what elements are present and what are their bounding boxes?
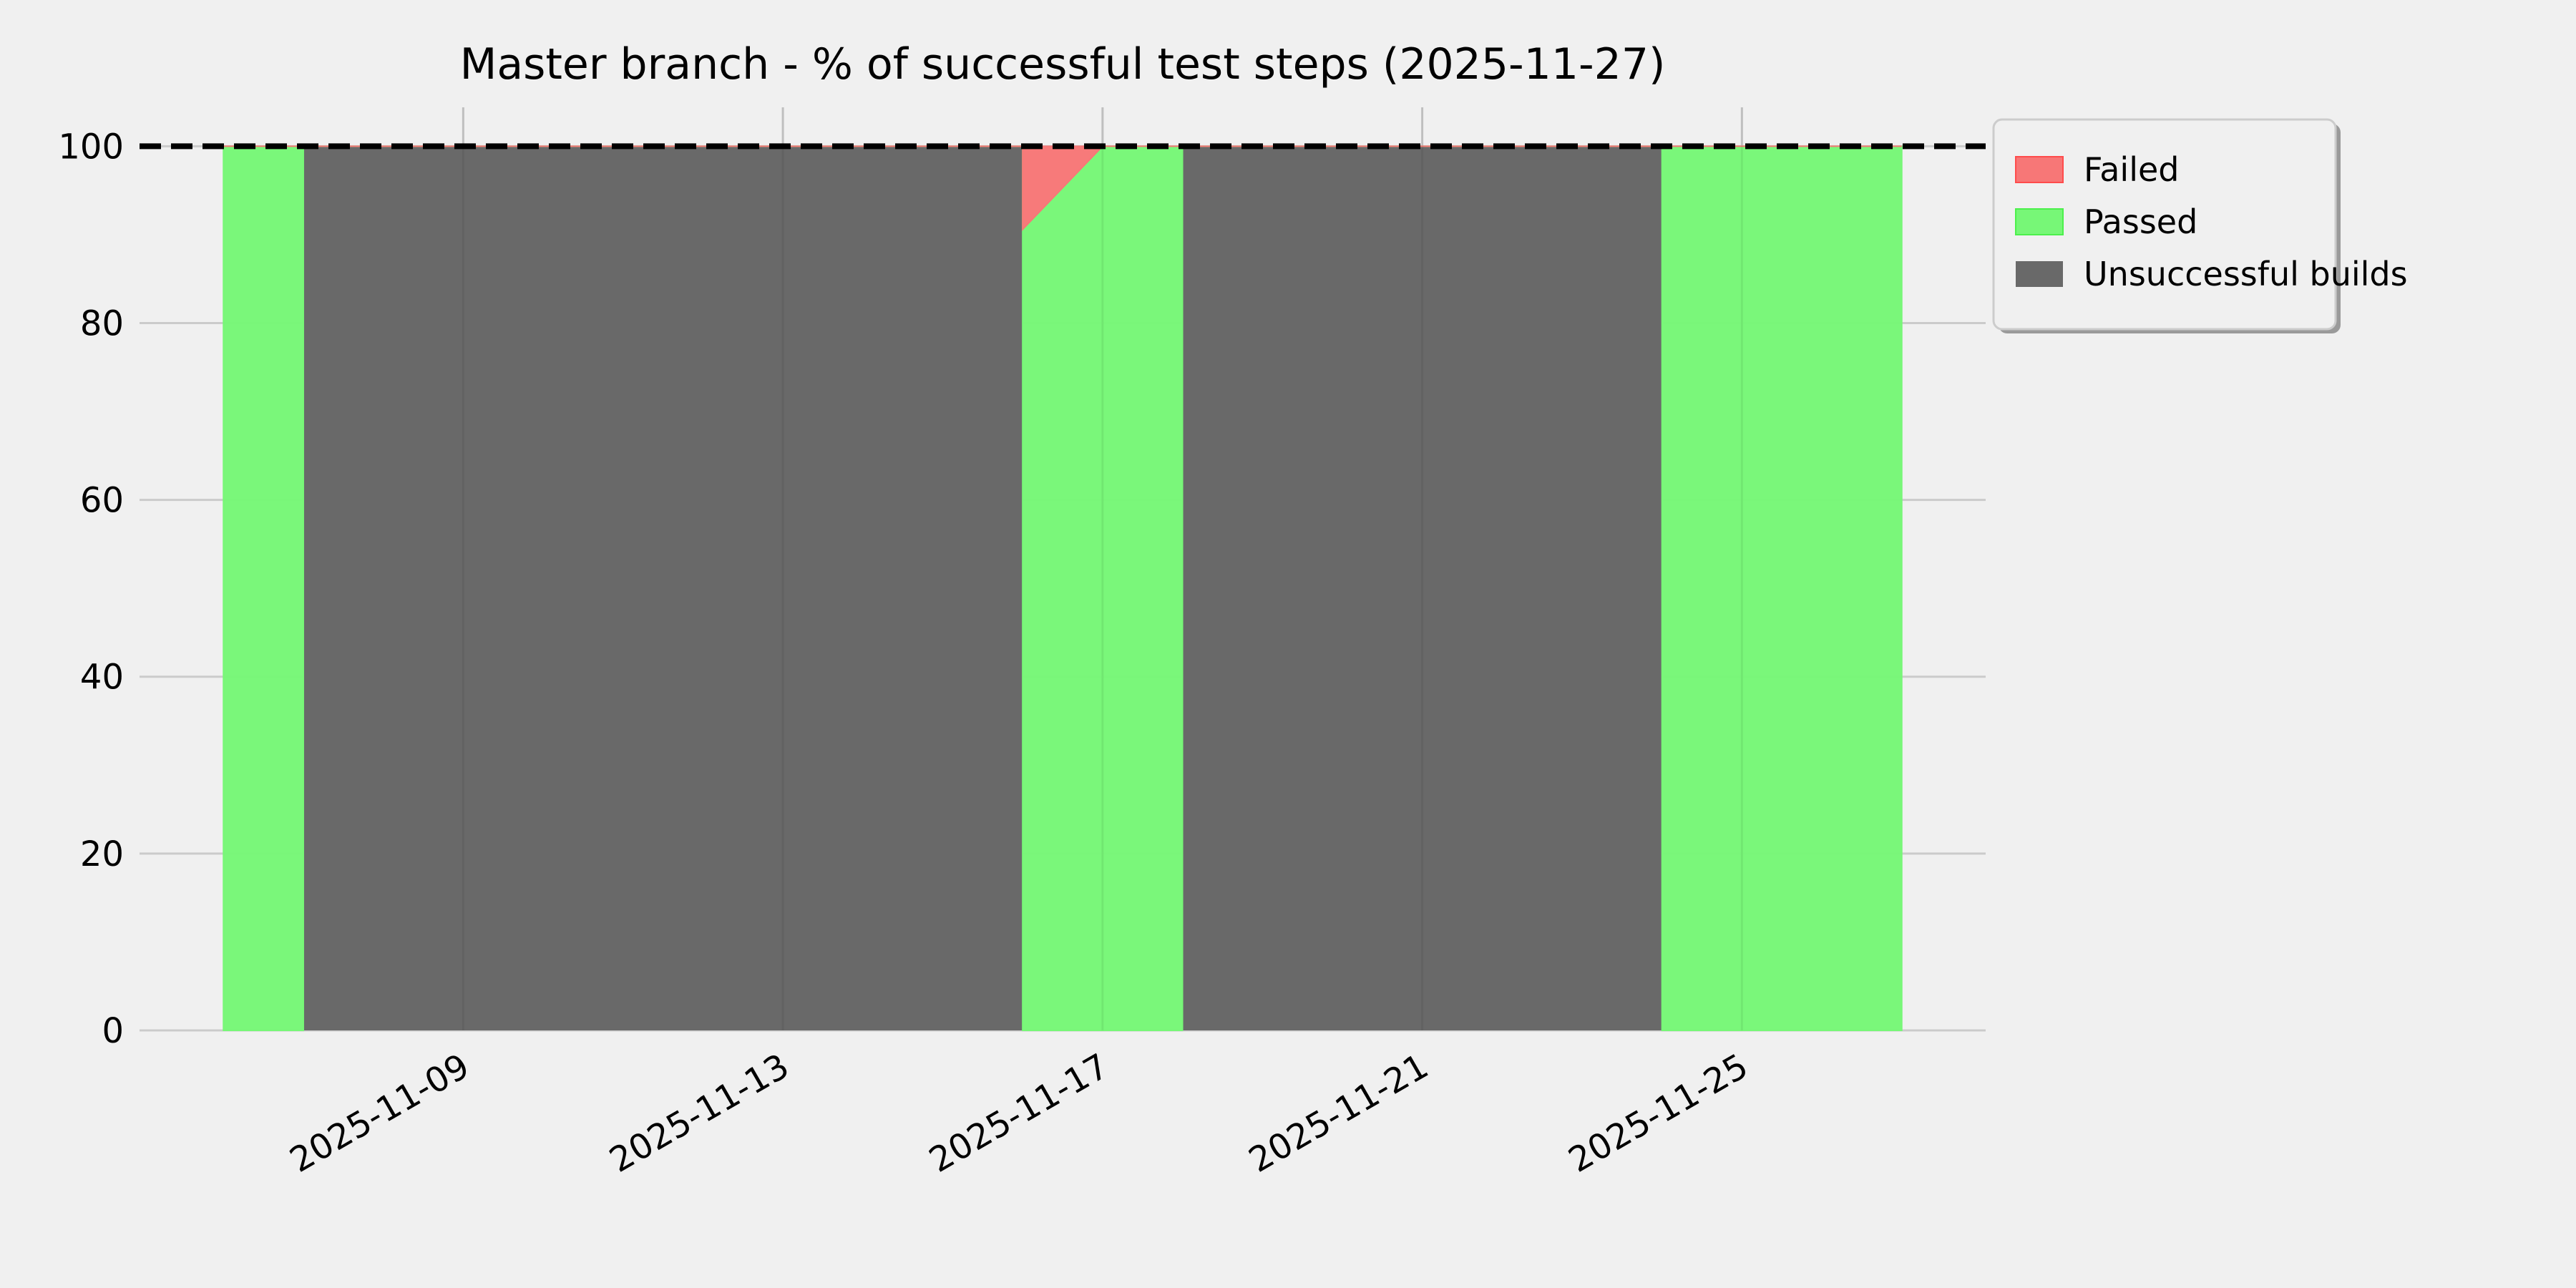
legend-box	[1992, 118, 2337, 331]
legend-swatch-passed	[2015, 208, 2064, 235]
y-tick-label: 100	[58, 127, 124, 167]
legend-label: Passed	[2084, 203, 2197, 241]
legend-label: Failed	[2084, 150, 2180, 189]
legend-swatch-failed	[2015, 156, 2064, 183]
y-tick-label: 60	[80, 481, 124, 521]
legend-label: Unsuccessful builds	[2084, 255, 2408, 293]
y-tick-label: 80	[80, 303, 124, 343]
y-tick-label: 0	[102, 1011, 124, 1051]
legend-swatch-unsuccessful-builds	[2016, 261, 2063, 287]
area-unsuccessful-builds	[223, 146, 1902, 1031]
y-tick-labels: 0 20 40 60 80 100	[58, 127, 124, 1051]
y-tick-label: 20	[80, 834, 124, 874]
legend: Failed Passed Unsuccessful builds	[1992, 118, 2408, 333]
y-tick-label: 40	[80, 658, 124, 698]
areas	[223, 107, 1903, 1031]
chart-title: Master branch - % of successful test ste…	[460, 39, 1666, 89]
